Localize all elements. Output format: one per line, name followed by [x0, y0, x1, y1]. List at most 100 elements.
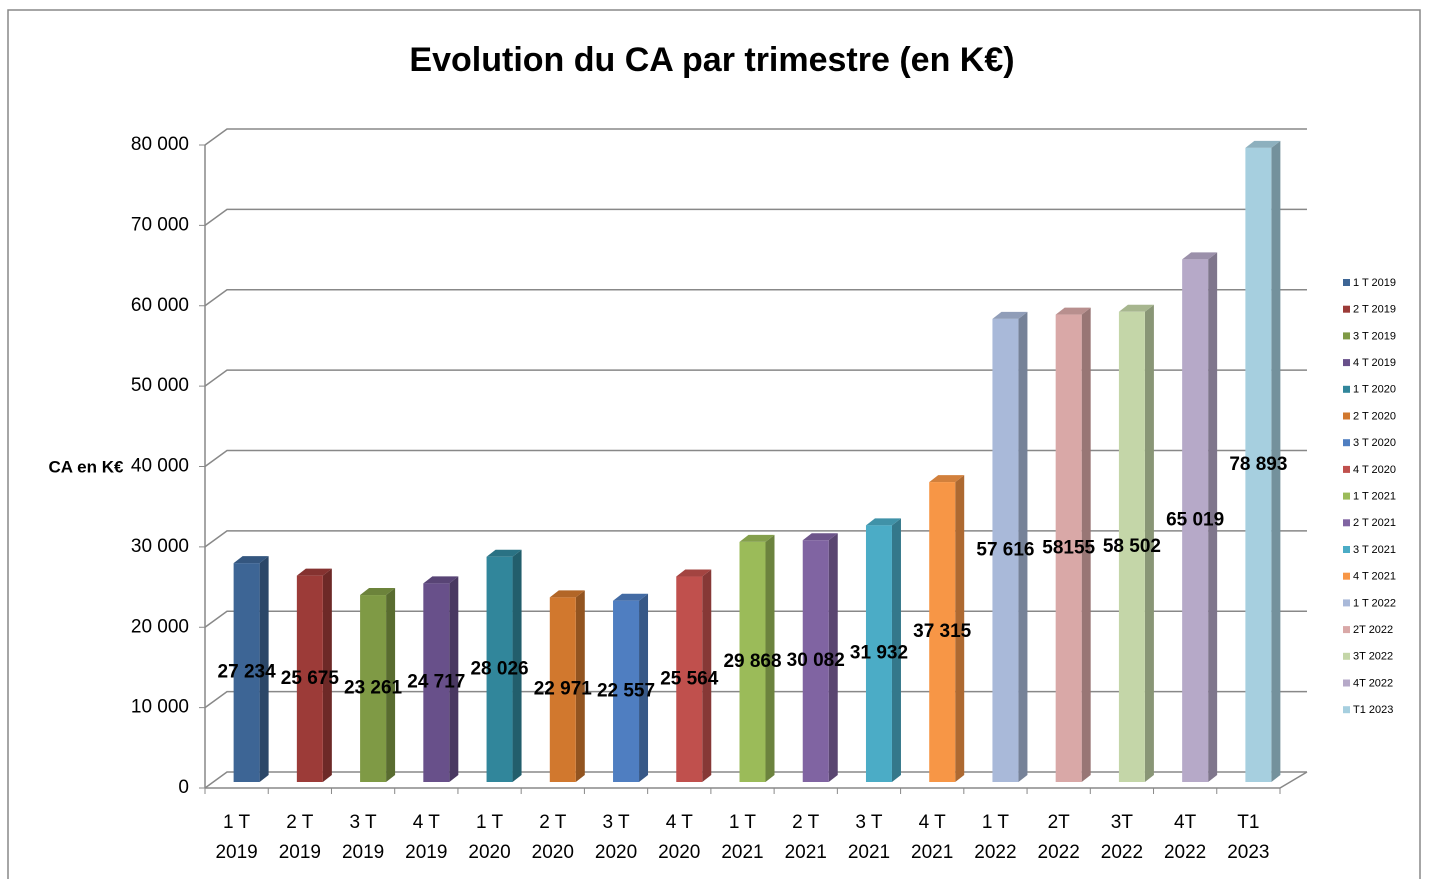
- x-tick-label: 1 T 2020: [468, 812, 511, 863]
- bar-side: [322, 568, 332, 782]
- data-label: 57 616: [976, 539, 1034, 560]
- bar-top: [233, 556, 269, 564]
- bar-top: [676, 569, 712, 577]
- data-label: 22 971: [534, 679, 593, 700]
- legend-label: 1 T 2020: [1353, 384, 1396, 396]
- y-tick-label: 80 000: [131, 134, 189, 155]
- bar: [865, 518, 901, 782]
- bar-front: [549, 597, 576, 782]
- legend-label: 4 T 2020: [1353, 464, 1396, 476]
- grid-line: [204, 449, 1307, 468]
- bar: [360, 588, 396, 782]
- legend-label: 3 T 2020: [1353, 437, 1396, 449]
- legend-swatch: [1343, 546, 1350, 553]
- x-tick-label: 1 T 2019: [215, 812, 258, 863]
- bar-top: [613, 593, 649, 601]
- x-tick-label: 1 T 2022: [974, 812, 1017, 863]
- grid-line: [204, 208, 1307, 226]
- grid-line: [204, 289, 1307, 307]
- bar-side: [702, 569, 712, 782]
- y-tick-label: 20 000: [131, 616, 189, 637]
- data-label: 25 675: [281, 668, 340, 689]
- bar-side: [1144, 304, 1154, 782]
- legend-swatch: [1343, 385, 1350, 393]
- y-tick-label: 0: [178, 777, 189, 798]
- bar-top: [549, 590, 585, 598]
- bar-front: [676, 576, 703, 782]
- bar-side: [1018, 311, 1028, 782]
- bar: [549, 590, 585, 782]
- bar: [1245, 140, 1281, 782]
- bar-front: [1182, 259, 1209, 782]
- bar-top: [1182, 252, 1218, 260]
- y-tick-label: 70 000: [131, 214, 189, 235]
- x-tick-label-box: 1 T 2019: [215, 812, 258, 863]
- legend-swatch: [1343, 439, 1350, 447]
- x-tick-label: 2 T 2020: [531, 812, 574, 863]
- x-tick-label-box: 1 T 2022: [974, 812, 1017, 863]
- legend-label: 1 T 2021: [1353, 491, 1396, 503]
- data-label: 24 717: [407, 672, 465, 693]
- legend-swatch: [1343, 706, 1350, 714]
- legend-swatch: [1343, 332, 1350, 340]
- x-tick-label: 2 T 2019: [278, 812, 321, 863]
- x-tick-label-box: 3T 2022: [1101, 812, 1143, 863]
- bar: [802, 533, 838, 782]
- bar: [739, 534, 775, 782]
- bar-front: [1245, 147, 1272, 782]
- data-label: 31 932: [850, 643, 908, 664]
- x-tick-label-box: 3 T 2021: [847, 812, 891, 863]
- x-tick-label-box: 4 T 2019: [405, 812, 447, 863]
- legend-swatch: [1343, 679, 1350, 687]
- bar-top: [1245, 140, 1281, 148]
- legend-swatch: [1343, 652, 1350, 660]
- bar-top: [865, 518, 901, 526]
- bar-front: [296, 575, 323, 782]
- bar-side: [765, 534, 775, 782]
- bar: [1118, 304, 1154, 782]
- legend-label: 2 T 2021: [1353, 517, 1396, 529]
- bar-side: [639, 593, 649, 782]
- legend-swatch: [1343, 519, 1350, 527]
- legend-label: 4T 2022: [1353, 677, 1393, 689]
- bar-side: [512, 549, 522, 782]
- y-tick-label: 50 000: [131, 375, 189, 396]
- x-tick-label: T1 2023: [1227, 812, 1270, 863]
- bar-front: [1118, 311, 1145, 782]
- legend-swatch: [1343, 572, 1350, 580]
- bar-top: [992, 311, 1028, 319]
- legend-label: 3 T 2019: [1353, 330, 1396, 342]
- legend-swatch: [1343, 626, 1350, 634]
- legend-label: 2 T 2020: [1353, 410, 1396, 422]
- bar-side: [449, 576, 459, 782]
- chart-title: Evolution du CA par trimestre (en K€): [409, 41, 1014, 79]
- bar: [486, 549, 522, 782]
- x-tick-label-box: 2 T 2020: [531, 812, 574, 863]
- data-label: 58155: [1042, 537, 1095, 558]
- bar-side: [891, 518, 901, 782]
- grid-line: [204, 369, 1307, 387]
- data-label: 65 019: [1166, 510, 1224, 531]
- x-tick-label-box: T1 2023: [1227, 812, 1270, 863]
- data-label: 27 234: [218, 662, 277, 683]
- x-tick-label: 3 T 2021: [847, 812, 891, 863]
- legend-swatch: [1343, 279, 1350, 286]
- legend-swatch: [1343, 492, 1350, 500]
- bar-top: [1118, 304, 1154, 312]
- x-tick-label: 2T 2022: [1037, 812, 1080, 863]
- bar: [613, 593, 649, 782]
- bar-side: [1081, 307, 1091, 782]
- legend-label: 3 T 2021: [1353, 544, 1396, 556]
- data-label: 58 502: [1103, 536, 1161, 557]
- grid-line: [204, 128, 1307, 146]
- bar: [929, 475, 965, 782]
- x-tick-label: 4 T 2020: [658, 812, 701, 863]
- x-tick-label-box: 4T 2022: [1164, 812, 1206, 863]
- x-tick-label-box: 2 T 2021: [785, 812, 827, 863]
- bar: [423, 576, 459, 782]
- y-tick-label: 40 000: [131, 456, 189, 477]
- bar-side: [955, 475, 965, 782]
- bar-side: [828, 533, 838, 782]
- x-tick-label: 3 T 2020: [594, 812, 638, 863]
